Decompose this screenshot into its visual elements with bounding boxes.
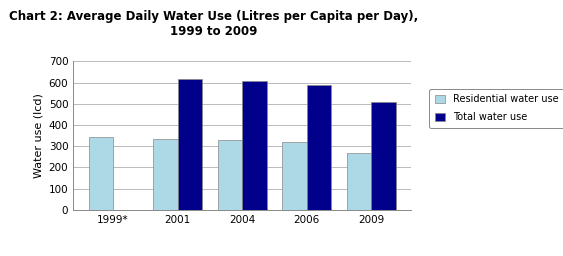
Y-axis label: Water use (lcd): Water use (lcd) (33, 93, 43, 178)
Bar (242, 81, 267, 210)
Legend: Residential water use, Total water use: Residential water use, Total water use (430, 89, 563, 128)
Bar (177, 79, 202, 210)
Bar (282, 142, 307, 210)
Bar (153, 139, 177, 210)
Bar (88, 137, 113, 210)
Bar (371, 102, 396, 210)
Bar (347, 153, 371, 210)
Bar (307, 85, 331, 210)
Bar (217, 140, 242, 210)
Text: Chart 2: Average Daily Water Use (Litres per Capita per Day),
1999 to 2009: Chart 2: Average Daily Water Use (Litres… (10, 10, 418, 38)
